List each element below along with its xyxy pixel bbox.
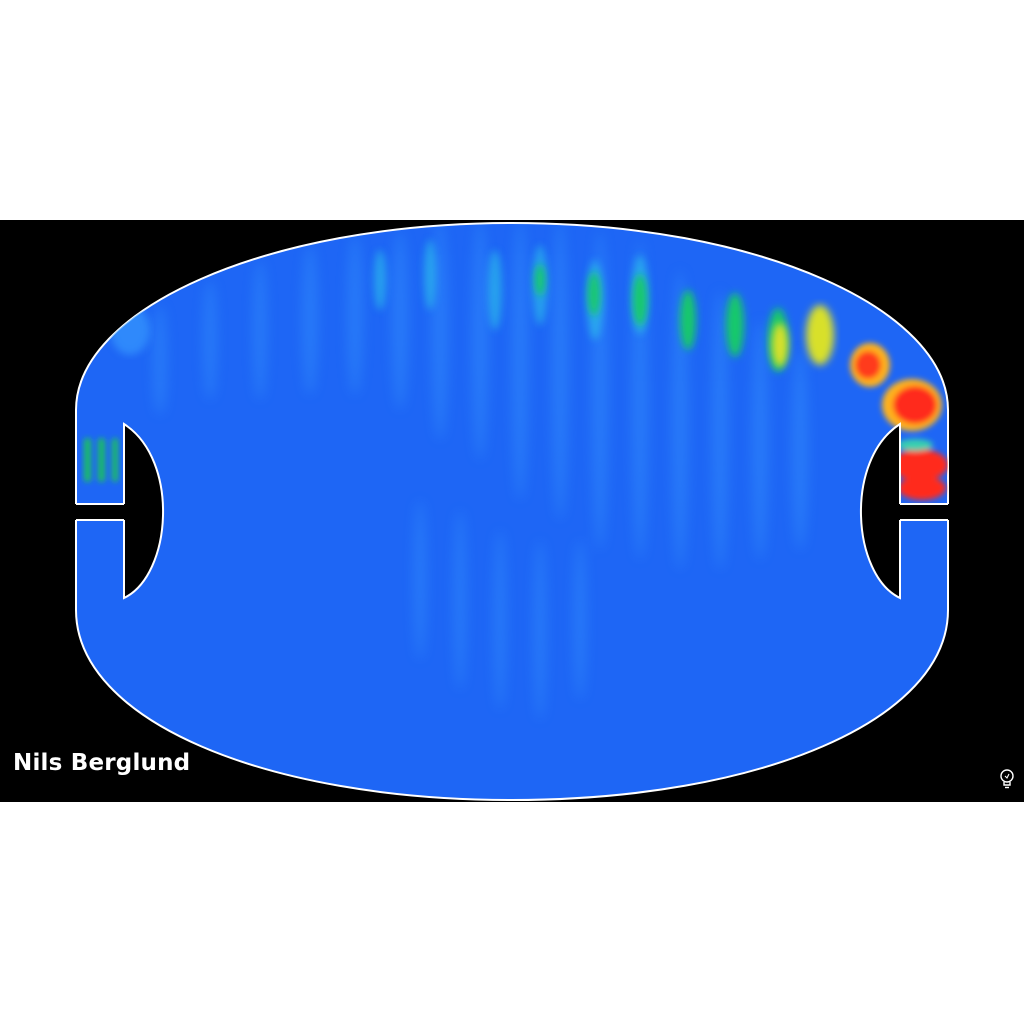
wave-pattern	[84, 223, 948, 720]
lightbulb-icon	[1000, 769, 1014, 789]
wave-simulation	[74, 221, 950, 802]
video-frame: Nils Berglund	[0, 220, 1024, 802]
author-watermark: Nils Berglund	[13, 750, 191, 776]
left-obstacle	[123, 422, 164, 600]
left-slit	[74, 504, 126, 520]
billiard-domain	[75, 221, 949, 802]
right-slit	[898, 504, 950, 520]
right-obstacle	[860, 422, 901, 600]
